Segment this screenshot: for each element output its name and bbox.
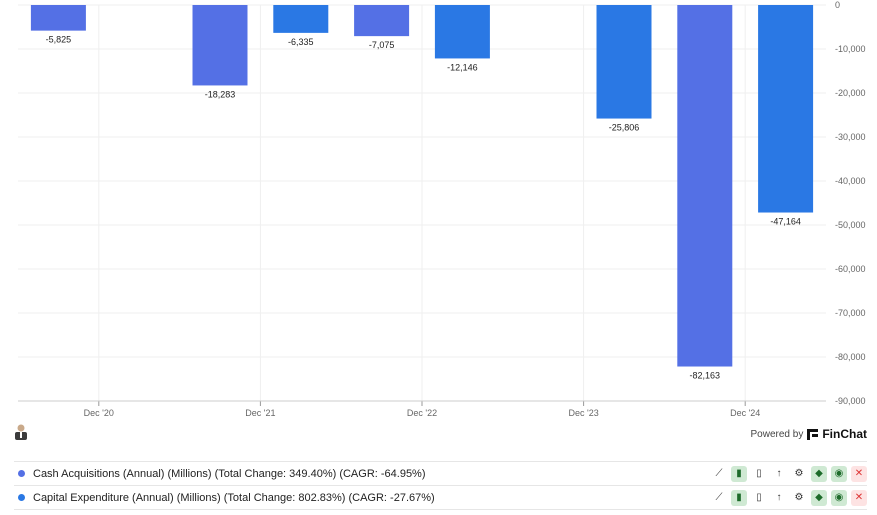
trend-icon[interactable]: ⟋: [715, 492, 723, 503]
x-tick-label: Dec '23: [568, 408, 598, 418]
brand-name: FinChat: [822, 427, 867, 441]
bar-chart-icon[interactable]: ▮: [731, 489, 747, 506]
y-tick-label: -80,000: [835, 352, 866, 362]
close-icon[interactable]: ✕: [851, 489, 867, 506]
y-tick-label: -90,000: [835, 396, 866, 406]
x-tick-label: Dec '20: [84, 408, 114, 418]
legend-label: Capital Expenditure (Annual) (Millions) …: [33, 491, 435, 504]
x-tick-label: Dec '24: [730, 408, 760, 418]
eye-icon[interactable]: ◉: [831, 489, 847, 506]
series-tools: ⟋ ▮ ▯ ↑ ⚙ ◆ ◉ ✕: [711, 465, 867, 482]
bar: [354, 5, 410, 37]
data-label: -25,806: [609, 123, 640, 133]
y-tick-label: -60,000: [835, 264, 866, 274]
gear-icon[interactable]: ⚙: [794, 492, 804, 503]
y-tick-label: -20,000: [835, 88, 866, 98]
data-label: -82,163: [690, 371, 721, 381]
series-color-dot: [18, 494, 25, 501]
trend-icon[interactable]: ⟋: [715, 468, 723, 479]
data-label: -5,825: [46, 35, 72, 45]
bar: [677, 5, 733, 367]
avatar: [12, 422, 30, 440]
sort-icon[interactable]: ↑: [776, 468, 782, 479]
bar: [273, 5, 329, 33]
powered-by: Powered by FinChat: [751, 427, 867, 441]
y-tick-label: -30,000: [835, 132, 866, 142]
y-tick-label: -40,000: [835, 176, 866, 186]
chart: 0 -10,000 -20,000 -30,000 -40,000 -50,000 -60,…: [18, 0, 866, 418]
bar: [192, 5, 248, 86]
eye-icon[interactable]: ◉: [831, 465, 847, 482]
finchat-logo-icon: [807, 428, 819, 440]
data-label: -6,335: [288, 37, 314, 47]
series-tools: ⟋ ▮ ▯ ↑ ⚙ ◆ ◉ ✕: [711, 489, 867, 506]
person-icon: [15, 424, 27, 440]
y-tick-label: -10,000: [835, 44, 866, 54]
bar-outline-icon[interactable]: ▯: [756, 468, 762, 479]
data-label: -18,283: [205, 89, 236, 99]
data-label: -12,146: [447, 62, 478, 72]
bar: [30, 5, 86, 31]
x-tick-label: Dec '22: [407, 408, 437, 418]
sort-icon[interactable]: ↑: [776, 492, 782, 503]
series-color-dot: [18, 470, 25, 477]
x-tick-label: Dec '21: [245, 408, 275, 418]
powered-by-label: Powered by: [750, 428, 804, 440]
legend-label: Cash Acquisitions (Annual) (Millions) (T…: [33, 467, 426, 480]
data-label: -47,164: [770, 217, 801, 227]
y-tick-label: -50,000: [835, 220, 866, 230]
data-label: -7,075: [369, 40, 395, 50]
gear-icon[interactable]: ⚙: [794, 468, 804, 479]
legend: Cash Acquisitions (Annual) (Millions) (T…: [14, 461, 867, 510]
bar-chart-icon[interactable]: ▮: [731, 465, 747, 482]
bar: [434, 5, 490, 59]
close-icon[interactable]: ✕: [851, 465, 867, 482]
tag-icon[interactable]: ◆: [811, 465, 827, 482]
legend-row[interactable]: Cash Acquisitions (Annual) (Millions) (T…: [14, 461, 867, 485]
bar: [758, 5, 814, 213]
y-tick-label: -70,000: [835, 308, 866, 318]
y-tick-label: 0: [835, 0, 840, 10]
legend-row[interactable]: Capital Expenditure (Annual) (Millions) …: [14, 485, 867, 510]
bar: [596, 5, 652, 119]
tag-icon[interactable]: ◆: [811, 489, 827, 506]
bar-outline-icon[interactable]: ▯: [756, 492, 762, 503]
